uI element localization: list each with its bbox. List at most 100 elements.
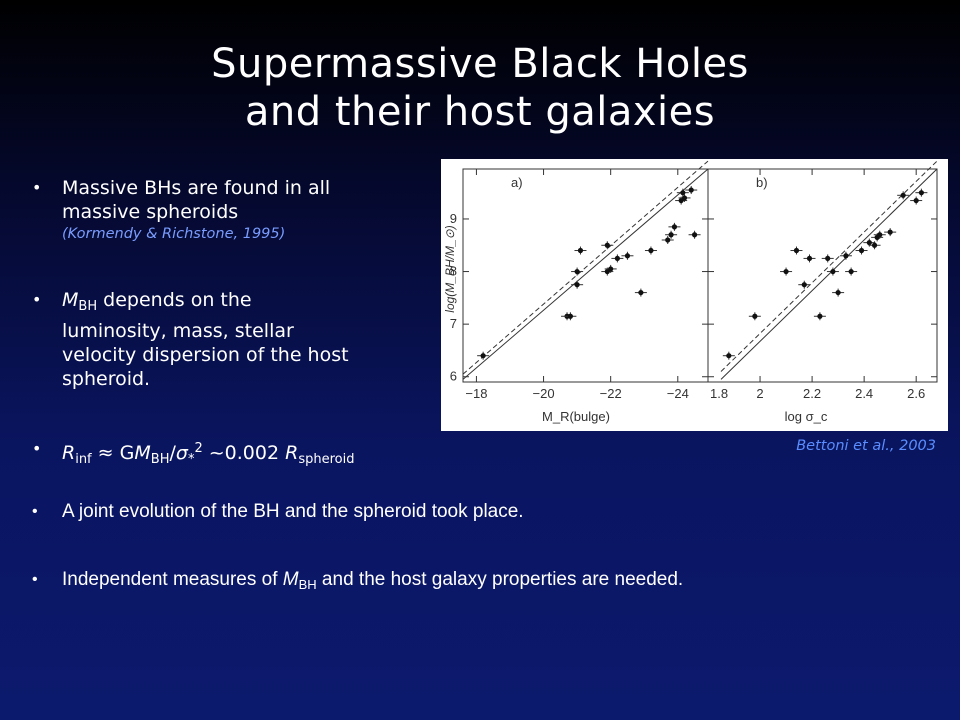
bullet-1-line-2: massive spheroids	[62, 201, 239, 223]
ratio-value: ~0.002	[202, 442, 286, 464]
x-axis-title-b: log σ_c	[785, 409, 828, 424]
bullet-5-pre: Independent measures of	[62, 569, 283, 590]
bullet-bh-found: • Massive BHs are found in all massive s…	[32, 176, 432, 244]
data-point	[817, 313, 823, 319]
bullet-5-post: and the host galaxy properties are neede…	[316, 569, 684, 590]
x-tick-label: 2.6	[907, 386, 925, 401]
r-spheroid-symbol: R	[285, 442, 299, 464]
y-tick-label: 8	[450, 264, 457, 279]
sigma-symbol: σ	[175, 442, 188, 464]
slide-title: Supermassive Black Holes and their host …	[0, 40, 960, 136]
r-symbol: R	[62, 442, 76, 464]
bullet-2-line-2: luminosity, mass, stellar	[62, 320, 294, 342]
data-point	[681, 195, 688, 201]
data-point	[604, 242, 610, 248]
m-subscript: BH	[298, 577, 317, 592]
data-point	[825, 255, 831, 262]
bullet-2-rest: depends on the	[97, 289, 252, 311]
panel-label: b)	[756, 175, 768, 190]
slash: /	[169, 442, 176, 464]
citation-kormendy: (Kormendy & Richstone, 1995)	[62, 226, 286, 242]
bullet-mbh-depends: • MBH depends on the luminosity, mass, s…	[32, 288, 437, 391]
data-point	[835, 289, 841, 296]
data-point	[843, 253, 849, 259]
r-subscript: inf	[75, 452, 92, 467]
data-point	[848, 268, 854, 275]
x-tick-label: −24	[667, 386, 689, 401]
title-line-1: Supermassive Black Holes	[211, 41, 749, 87]
bullet-dot: •	[32, 290, 42, 309]
data-point	[913, 197, 919, 204]
y-tick-label: 9	[450, 211, 457, 226]
data-point	[665, 237, 671, 243]
m-symbol: M	[134, 442, 151, 464]
data-point	[801, 282, 807, 288]
data-point	[871, 242, 878, 248]
y-axis-title: log(M_BH/M_⊙)	[443, 225, 457, 312]
data-point	[877, 232, 883, 238]
x-tick-label: 1.8	[710, 386, 728, 401]
data-point	[574, 282, 580, 288]
sigma-superscript: 2	[194, 441, 203, 456]
data-point	[793, 247, 800, 254]
data-point	[671, 224, 678, 230]
data-point	[726, 353, 732, 359]
data-point	[567, 313, 573, 319]
x-tick-label: −22	[600, 386, 622, 401]
sigma-subscript: *	[187, 452, 195, 467]
r-spheroid-subscript: spheroid	[298, 452, 355, 467]
data-point	[688, 187, 694, 193]
bullet-2-line-1: MBH depends on the	[62, 288, 437, 319]
panel-label: a)	[511, 175, 523, 190]
data-point	[614, 255, 620, 262]
data-point	[866, 240, 872, 246]
x-tick-label: −18	[465, 386, 487, 401]
data-point	[668, 232, 674, 238]
title-line-2: and their host galaxies	[244, 89, 716, 135]
data-point	[608, 266, 614, 272]
data-point	[783, 268, 789, 275]
data-point	[918, 190, 924, 196]
x-tick-label: 2	[756, 386, 763, 401]
data-point	[577, 247, 584, 254]
bullet-dot: •	[32, 503, 38, 520]
m-subscript: BH	[150, 452, 170, 467]
bullet-4-text: A joint evolution of the BH and the sphe…	[62, 501, 524, 522]
data-point	[624, 253, 631, 259]
data-point	[806, 255, 813, 262]
data-point	[691, 232, 698, 238]
plot-frame	[707, 168, 938, 383]
bullet-dot: •	[32, 571, 38, 588]
data-point	[887, 229, 893, 235]
x-tick-label: 2.4	[855, 386, 873, 401]
fit-line-dashed	[720, 160, 938, 372]
figure-credit: Bettoni et al., 2003	[796, 438, 936, 454]
data-point	[574, 268, 580, 275]
data-point	[900, 192, 906, 198]
data-point	[648, 247, 654, 254]
data-point	[830, 268, 836, 275]
y-tick-label: 6	[450, 369, 457, 384]
bullet-dot: •	[32, 178, 42, 197]
fit-line-solid	[720, 168, 938, 380]
panel-a: −18 −20 −22 −24 6 7 8 9 a)	[450, 160, 709, 401]
data-point	[480, 353, 486, 359]
bullet-2-line-3: velocity dispersion of the host	[62, 344, 349, 366]
fit-line-dashed	[462, 160, 709, 375]
bullet-independent-measures: • Independent measures of MBH and the ho…	[32, 568, 932, 597]
bullet-joint-evolution: • A joint evolution of the BH and the sp…	[32, 500, 922, 524]
m-subscript: BH	[78, 299, 98, 314]
scatter-figure: −18 −20 −22 −24 6 7 8 9 a) 1.8 2 2.2 2.4 2.6 b) log(M…	[441, 159, 948, 431]
x-axis-title-a: M_R(bulge)	[542, 409, 610, 424]
x-tick-label: 2.2	[803, 386, 821, 401]
bullet-1-line-1: Massive BHs are found in all	[62, 177, 331, 199]
m-symbol: M	[62, 289, 79, 311]
data-point	[858, 247, 865, 254]
bullet-2-line-4: spheroid.	[62, 368, 151, 390]
x-tick-label: −20	[533, 386, 555, 401]
y-axis-label: log(M_BH/M_⊙)	[443, 225, 457, 312]
x-axis-labels: M_R(bulge) log σ_c	[542, 409, 828, 424]
fit-line-solid	[462, 168, 709, 380]
bullet-dot: •	[32, 439, 42, 458]
scatter-chart: −18 −20 −22 −24 6 7 8 9 a) 1.8 2 2.2 2.4 2.6 b) log(M…	[443, 160, 938, 424]
